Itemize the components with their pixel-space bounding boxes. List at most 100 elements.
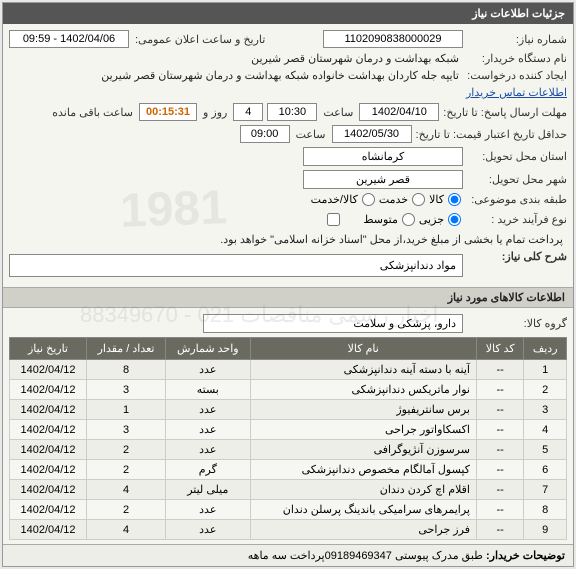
creator-label: ایجاد کننده درخواست: [467, 69, 567, 82]
creator-value: تایپه جله کاردان بهداشت خانواده شبکه بهد… [97, 69, 463, 82]
table-row: 7--اقلام اچ کردن دندانمیلی لیتر41402/04/… [10, 480, 567, 500]
table-row: 9--فرز جراحیعدد41402/04/12 [10, 520, 567, 540]
buy-partial-radio[interactable] [448, 213, 461, 226]
city-label: شهر محل تحویل: [467, 173, 567, 186]
group-label: گروه کالا: [467, 317, 567, 330]
table-cell: -- [476, 460, 523, 480]
validity-time: 09:00 [240, 125, 290, 143]
table-header: واحد شمارش [166, 338, 250, 360]
table-cell: اکسکاواتور جراحی [250, 420, 476, 440]
buyer-contact-link[interactable]: اطلاعات تماس خریدار [466, 86, 567, 99]
city-value: قصر شیرین [303, 170, 463, 189]
province-label: استان محل تحویل: [467, 150, 567, 163]
table-cell: اقلام اچ کردن دندان [250, 480, 476, 500]
table-cell: 1 [87, 400, 166, 420]
table-cell: 1402/04/12 [10, 400, 87, 420]
table-cell: 1 [524, 360, 567, 380]
province-value: کرمانشاه [303, 147, 463, 166]
table-cell: گرم [166, 460, 250, 480]
day-and-label: روز و [201, 106, 229, 119]
table-cell: 3 [87, 380, 166, 400]
remaining-label: ساعت باقی مانده [50, 106, 135, 119]
table-cell: 4 [87, 520, 166, 540]
time-label-2: ساعت [294, 128, 328, 141]
table-cell: پرایمرهای سرامیکی باندینگ پرسلن دندان [250, 500, 476, 520]
table-header: کد کالا [476, 338, 523, 360]
time-label-1: ساعت [321, 106, 355, 119]
table-cell: -- [476, 480, 523, 500]
goods-table: ردیفکد کالانام کالاواحد شمارشتعداد / مقد… [9, 337, 567, 540]
table-cell: میلی لیتر [166, 480, 250, 500]
table-cell: 1402/04/12 [10, 360, 87, 380]
table-cell: 4 [524, 420, 567, 440]
table-cell: 7 [524, 480, 567, 500]
deadline-date: 1402/04/10 [359, 103, 439, 121]
buyer-value: شبکه بهداشت و درمان شهرستان قصر شیرین [247, 52, 463, 65]
announce-value: 1402/04/06 - 09:59 [9, 30, 129, 48]
table-cell: برس سانتریفیوژ [250, 400, 476, 420]
table-header: تاریخ نیاز [10, 338, 87, 360]
table-cell: نوار ماتریکس دندانپزشکی [250, 380, 476, 400]
table-cell: 1402/04/12 [10, 380, 87, 400]
table-cell: -- [476, 440, 523, 460]
table-cell: 1402/04/12 [10, 420, 87, 440]
table-row: 1--آینه با دسته آینه دندانپزشکیعدد81402/… [10, 360, 567, 380]
table-cell: عدد [166, 420, 250, 440]
table-cell: 2 [87, 460, 166, 480]
table-cell: -- [476, 380, 523, 400]
table-cell: 1402/04/12 [10, 500, 87, 520]
need-details-panel: جزئیات اطلاعات نیاز شماره نیاز: 11020908… [2, 2, 574, 567]
table-cell: 1402/04/12 [10, 480, 87, 500]
table-header: تعداد / مقدار [87, 338, 166, 360]
table-row: 3--برس سانتریفیوژعدد11402/04/12 [10, 400, 567, 420]
validity-label: حداقل تاریخ اعتبار قیمت: تا تاریخ: [416, 128, 567, 141]
class-goods-radio[interactable] [448, 193, 461, 206]
table-cell: 2 [87, 500, 166, 520]
buy-partial-label: جزیی [419, 213, 444, 226]
need-no-label: شماره نیاز: [467, 33, 567, 46]
class-both-radio[interactable] [362, 193, 375, 206]
table-cell: 1402/04/12 [10, 440, 87, 460]
table-row: 2--نوار ماتریکس دندانپزشکیبسته31402/04/1… [10, 380, 567, 400]
validity-date: 1402/05/30 [332, 125, 412, 143]
table-cell: بسته [166, 380, 250, 400]
table-cell: 8 [87, 360, 166, 380]
class-service-radio[interactable] [412, 193, 425, 206]
table-cell: 3 [524, 400, 567, 420]
class-both-label: کالا/خدمت [311, 193, 358, 206]
deadline-time: 10:30 [267, 103, 317, 121]
table-cell: عدد [166, 400, 250, 420]
table-row: 5--سرسوزن آنژیوگرافیعدد21402/04/12 [10, 440, 567, 460]
table-cell: کپسول آمالگام مخصوص دندانپزشکی [250, 460, 476, 480]
table-cell: -- [476, 360, 523, 380]
table-cell: 8 [524, 500, 567, 520]
table-cell: 2 [524, 380, 567, 400]
classify-label: طبقه بندی موضوعی: [467, 193, 567, 206]
panel-title: جزئیات اطلاعات نیاز [3, 3, 573, 24]
table-cell: عدد [166, 520, 250, 540]
table-cell: 4 [87, 480, 166, 500]
table-row: 6--کپسول آمالگام مخصوص دندانپزشکیگرم2140… [10, 460, 567, 480]
buy-medium-radio[interactable] [402, 213, 415, 226]
table-row: 8--پرایمرهای سرامیکی باندینگ پرسلن دندان… [10, 500, 567, 520]
table-cell: عدد [166, 440, 250, 460]
days-left: 4 [233, 103, 263, 121]
table-cell: 5 [524, 440, 567, 460]
table-cell: 3 [87, 420, 166, 440]
need-no-value: 1102090838000029 [323, 30, 463, 48]
remaining-time: 00:15:31 [139, 103, 197, 121]
table-cell: آینه با دسته آینه دندانپزشکی [250, 360, 476, 380]
treasury-checkbox[interactable] [327, 213, 340, 226]
announce-label: تاریخ و ساعت اعلان عمومی: [133, 33, 267, 46]
footer-value: طبق مدرک پیوستی 09189469347پرداخت سه ماه… [248, 550, 483, 562]
group-value: دارو، پزشکی و سلامت [203, 314, 463, 333]
table-cell: -- [476, 520, 523, 540]
desc-label: شرح کلی نیاز: [467, 250, 567, 263]
buy-medium-label: متوسط [363, 213, 398, 226]
buyer-label: نام دستگاه خریدار: [467, 52, 567, 65]
table-header: نام کالا [250, 338, 476, 360]
table-cell: 2 [87, 440, 166, 460]
footer-label: توضیحات خریدار: [486, 550, 565, 562]
goods-section-title: اطلاعات کالاهای مورد نیاز [3, 287, 573, 308]
table-cell: فرز جراحی [250, 520, 476, 540]
